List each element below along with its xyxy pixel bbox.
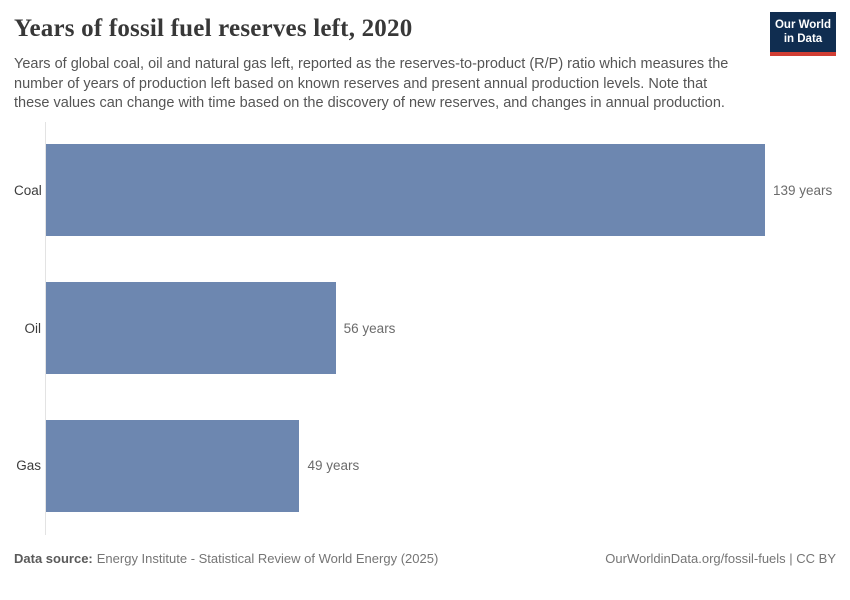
bar-row-oil: Oil 56 years (14, 259, 836, 397)
chart-subtitle: Years of global coal, oil and natural ga… (14, 56, 729, 111)
owid-logo[interactable]: Our World in Data (770, 12, 836, 56)
chart-title: Years of fossil fuel reserves left, 2020 (14, 15, 413, 42)
bar-row-gas: Gas 49 years (14, 397, 836, 535)
plot-area: Coal 139 years Oil 56 years Gas 49 years (14, 122, 836, 535)
chart-footer: Data source: Energy Institute - Statistic… (14, 551, 836, 567)
data-source-label: Data source: (14, 550, 93, 566)
owid-logo-line2: in Data (783, 33, 823, 45)
data-source: Data source: Energy Institute - Statistic… (14, 551, 438, 567)
owid-logo-line1: Our World (774, 19, 831, 31)
attribution[interactable]: OurWorldinData.org/fossil-fuels | CC BY (605, 550, 836, 566)
bar-track: 139 years (46, 144, 832, 237)
bar-track: 56 years (46, 282, 765, 374)
bar-row-coal: Coal 139 years (14, 122, 836, 260)
category-label: Oil (24, 320, 42, 336)
bar-track: 49 years (46, 419, 765, 512)
y-axis-line (44, 121, 46, 535)
data-source-text: Energy Institute - Statistical Review of… (96, 550, 439, 566)
bar-chart: Coal 139 years Oil 56 years Gas 49 years (14, 121, 836, 535)
bar-oil[interactable] (46, 282, 336, 374)
value-label: 56 years (343, 320, 396, 336)
bar-coal[interactable] (46, 144, 765, 237)
value-label: 139 years (773, 182, 833, 198)
value-label: 49 years (307, 458, 360, 474)
category-label: Gas (16, 458, 41, 474)
bar-gas[interactable] (46, 419, 300, 512)
category-label: Coal (14, 182, 42, 198)
